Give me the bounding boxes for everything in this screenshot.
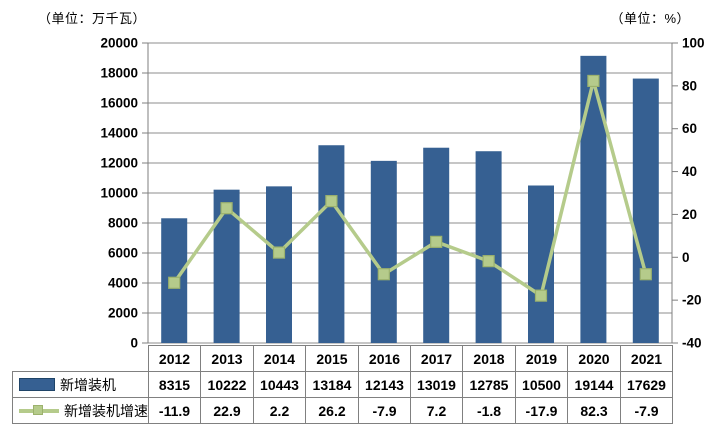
legend-cell-bar: 新增装机	[12, 371, 149, 398]
table-year-header: 2013	[200, 345, 254, 372]
table-value-cell: 19144	[567, 371, 621, 398]
left-axis-tick-label: 8000	[108, 216, 138, 231]
table-value-cell: -7.9	[358, 397, 411, 424]
table-year-header: 2017	[410, 345, 463, 372]
series-name-label: 新增装机增速	[64, 402, 148, 419]
bar-2018	[475, 151, 502, 343]
right-axis-tick-label: 60	[682, 121, 697, 136]
bar-2015	[318, 145, 345, 343]
legend-cell-line: 新增装机增速	[12, 397, 149, 424]
growth-line	[172, 80, 648, 299]
right-axis-tick-label: 40	[682, 164, 697, 179]
growth-marker-2014	[272, 246, 286, 259]
growth-marker-2020	[587, 74, 600, 88]
right-axis-tick-label: -40	[682, 336, 702, 351]
table-value-cell: 8315	[148, 371, 201, 398]
left-axis-tick-label: 10000	[100, 186, 138, 201]
table-year-header: 2018	[462, 345, 516, 372]
growth-marker-2013	[220, 202, 233, 215]
left-axis-tick-label: 6000	[108, 246, 138, 261]
table-value-cell: -17.9	[515, 397, 568, 424]
bar-series-legend-icon	[19, 378, 55, 391]
table-value-cell: 12785	[462, 371, 516, 398]
right-axis-tick-label: 20	[682, 207, 697, 222]
table-value-cell: 10443	[253, 371, 306, 398]
legend-line-marker	[33, 404, 43, 415]
left-axis-unit-label: （单位：万千瓦）	[38, 11, 147, 26]
table-year-header: 2015	[305, 345, 359, 372]
table-value-cell: 13019	[410, 371, 463, 398]
table-year-header: 2021	[620, 345, 673, 372]
left-axis-tick-label: 0	[130, 336, 138, 351]
right-axis-tick-label: 100	[682, 36, 705, 51]
growth-marker-2012	[168, 276, 181, 289]
table-year-header: 2016	[358, 345, 411, 372]
bar-2016	[370, 160, 397, 343]
table-year-header: 2019	[515, 345, 568, 372]
right-axis-unit-label: （单位：%）	[610, 11, 690, 26]
table-value-cell: 13184	[305, 371, 359, 398]
bar-2020	[580, 55, 607, 344]
right-axis-tick-label: 80	[682, 78, 697, 93]
table-year-header: 2012	[148, 345, 201, 372]
left-axis-tick-label: 18000	[100, 66, 138, 81]
right-axis-tick-label: 0	[682, 250, 690, 265]
table-value-cell: 22.9	[200, 397, 254, 424]
growth-marker-2018	[482, 255, 495, 268]
table-year-header: 2020	[567, 345, 621, 372]
line-series-legend-icon	[19, 404, 59, 418]
table-value-cell: -1.8	[462, 397, 516, 424]
left-axis-tick-label: 14000	[100, 126, 138, 141]
left-axis-tick-label: 16000	[100, 96, 138, 111]
bar-2021	[632, 78, 659, 343]
growth-marker-2016	[377, 268, 390, 281]
growth-marker-2021	[639, 268, 652, 281]
left-axis-tick-label: 12000	[100, 156, 138, 171]
table-value-cell: 12143	[358, 371, 411, 398]
table-year-header: 2014	[253, 345, 306, 372]
table-value-cell: 10222	[200, 371, 254, 398]
left-axis-tick-label: 2000	[108, 306, 138, 321]
bar-2014	[266, 186, 292, 343]
table-value-cell: 7.2	[410, 397, 463, 424]
growth-marker-2017	[430, 235, 443, 248]
table-value-cell: 17629	[620, 371, 673, 398]
growth-marker-2015	[325, 195, 338, 208]
right-axis-tick-label: -20	[682, 293, 702, 308]
table-value-cell: 26.2	[305, 397, 359, 424]
table-value-cell: 82.3	[567, 397, 621, 424]
left-axis-tick-label: 4000	[108, 276, 138, 291]
table-value-cell: -11.9	[148, 397, 201, 424]
growth-marker-2019	[534, 289, 548, 302]
table-value-cell: 2.2	[253, 397, 306, 424]
left-axis-tick-label: 20000	[100, 36, 138, 51]
table-value-cell: -7.9	[620, 397, 673, 424]
series-name-label: 新增装机	[60, 376, 116, 393]
table-value-cell: 10500	[515, 371, 568, 398]
